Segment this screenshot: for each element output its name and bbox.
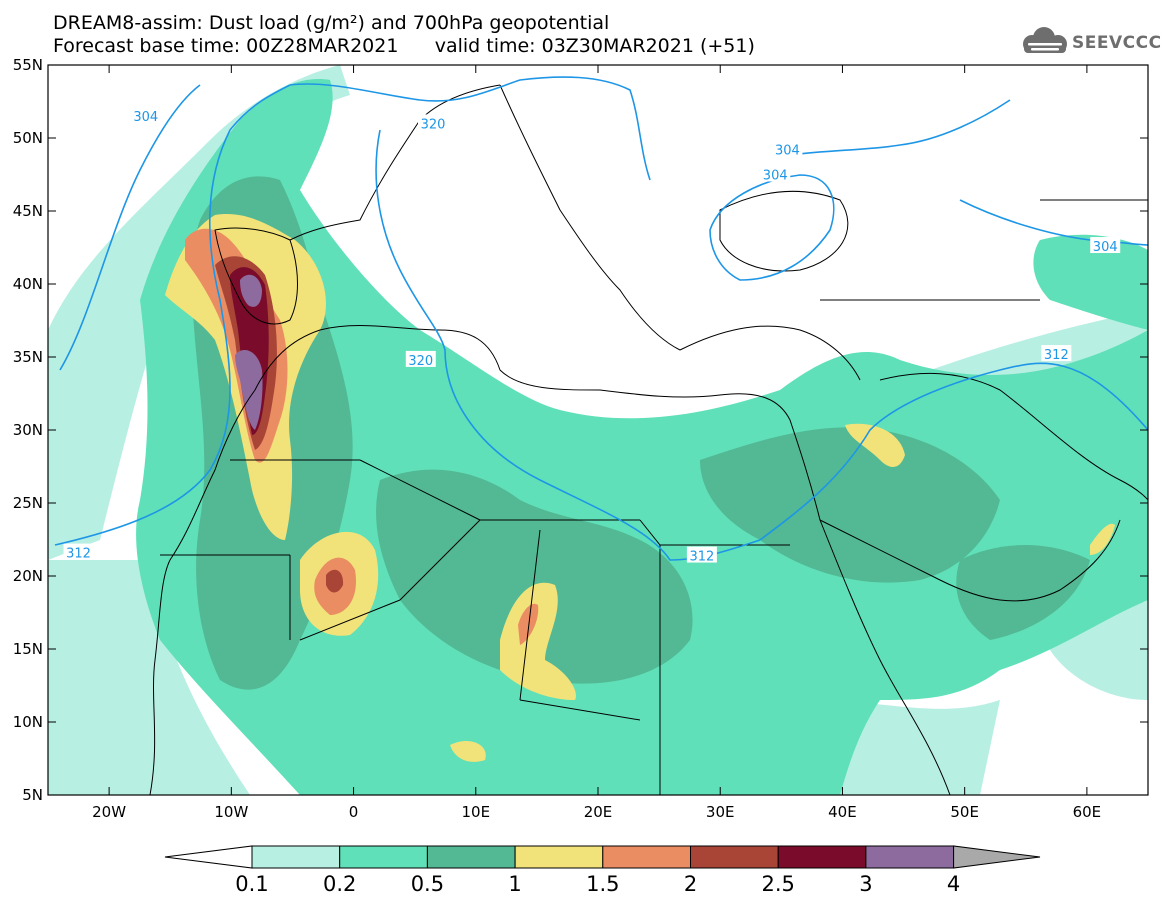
colorbar-level-label: 4 xyxy=(947,872,960,896)
contour-label-bg xyxy=(1041,345,1072,362)
contour-label-bg xyxy=(772,140,803,157)
coastlines xyxy=(149,84,1148,795)
colorbar-segment xyxy=(514,845,604,869)
lon-tick-label: 0 xyxy=(349,803,359,821)
lon-tick-label: 30E xyxy=(706,803,735,821)
contour-labels: 304 320 304 304 304 320 312 312 312 xyxy=(63,107,1121,565)
contour-label: 304 xyxy=(1093,240,1118,255)
lon-tick-label: 10E xyxy=(461,803,490,821)
lon-tick-label: 40E xyxy=(828,803,857,821)
contour-label-bg xyxy=(418,114,448,131)
lat-tick-label: 55N xyxy=(13,56,43,74)
contour-label: 304 xyxy=(763,169,788,184)
map-title: DREAM8-assim: Dust load (g/m²) and 700hP… xyxy=(53,12,610,34)
lat-tick-label: 20N xyxy=(13,567,43,585)
colorbar-segment xyxy=(251,845,341,869)
lat-tick-label: 40N xyxy=(13,275,43,293)
brand-name: SEEVCCC xyxy=(1072,33,1162,53)
contour-label-bg xyxy=(63,543,94,560)
colorbar-segment xyxy=(426,845,516,869)
geopotential-contours xyxy=(54,76,1148,561)
contour-label: 304 xyxy=(775,144,800,159)
colorbar-level-label: 3 xyxy=(859,872,872,896)
lat-tick-label: 45N xyxy=(13,202,43,220)
lon-tick-label: 10W xyxy=(214,803,248,821)
colorbar-segment xyxy=(777,845,867,869)
lat-tick-label: 15N xyxy=(13,640,43,658)
lat-tick-label: 5N xyxy=(22,786,43,804)
lon-tick-label: 20E xyxy=(584,803,613,821)
colorbar-level-label: 0.2 xyxy=(323,872,356,896)
colorbar-under-triangle xyxy=(164,845,253,869)
colorbar-level-label: 2 xyxy=(684,872,697,896)
dust-layer-3 xyxy=(235,274,263,430)
longitude-ticks: 20W 10W 0 10E 20E 30E 40E 50E 60E xyxy=(92,65,1101,821)
time-info: Forecast base time: 00Z28MAR2021 valid t… xyxy=(53,35,755,57)
lat-tick-label: 10N xyxy=(13,713,43,731)
lon-tick-label: 50E xyxy=(950,803,979,821)
colorbar-over-triangle xyxy=(953,845,1041,869)
lon-tick-label: 60E xyxy=(1073,803,1102,821)
colorbar-level-label: 1.5 xyxy=(586,872,619,896)
colorbar-segment xyxy=(690,845,779,869)
contour-label: 312 xyxy=(1044,348,1069,363)
colorbar-level-label: 2.5 xyxy=(761,872,794,896)
latitude-ticks: 55N 50N 45N 40N 35N 30N 25N 20N 15N 10N 5N xyxy=(13,56,1148,804)
lat-tick-label: 35N xyxy=(13,348,43,366)
lat-tick-label: 30N xyxy=(13,421,43,439)
colorbar-level-label: 1 xyxy=(508,872,521,896)
contour-label-bg xyxy=(1090,237,1121,254)
contour-label-bg xyxy=(760,165,791,182)
contour-label-bg xyxy=(405,350,436,367)
colorbar-level-label: 0.1 xyxy=(235,872,268,896)
lat-tick-label: 25N xyxy=(13,494,43,512)
colorbar-segment xyxy=(865,845,955,869)
contour-label: 320 xyxy=(421,117,446,132)
valid-time-label: valid time: 03Z30MAR2021 (+51) xyxy=(434,35,755,57)
colorbar-segment xyxy=(339,845,428,869)
contour-label-bg xyxy=(686,546,717,563)
base-time-label: Forecast base time: 00Z28MAR2021 xyxy=(53,35,399,57)
cloud-logo-icon xyxy=(1023,27,1067,53)
contour-label: 312 xyxy=(66,547,91,562)
colorbar-segment xyxy=(602,845,691,869)
colorbar-level-label: 0.5 xyxy=(411,872,444,896)
colorbar: 0.1 0.2 0.5 1 1.5 2 2.5 3 4 xyxy=(164,845,1041,896)
contour-label: 320 xyxy=(408,354,433,369)
contour-label-bg xyxy=(130,107,161,124)
contour-label: 312 xyxy=(689,550,714,565)
contour-label: 304 xyxy=(133,110,158,125)
lon-tick-label: 20W xyxy=(92,803,126,821)
lat-tick-label: 50N xyxy=(13,129,43,147)
dust-layer-0.2 xyxy=(136,79,1148,795)
